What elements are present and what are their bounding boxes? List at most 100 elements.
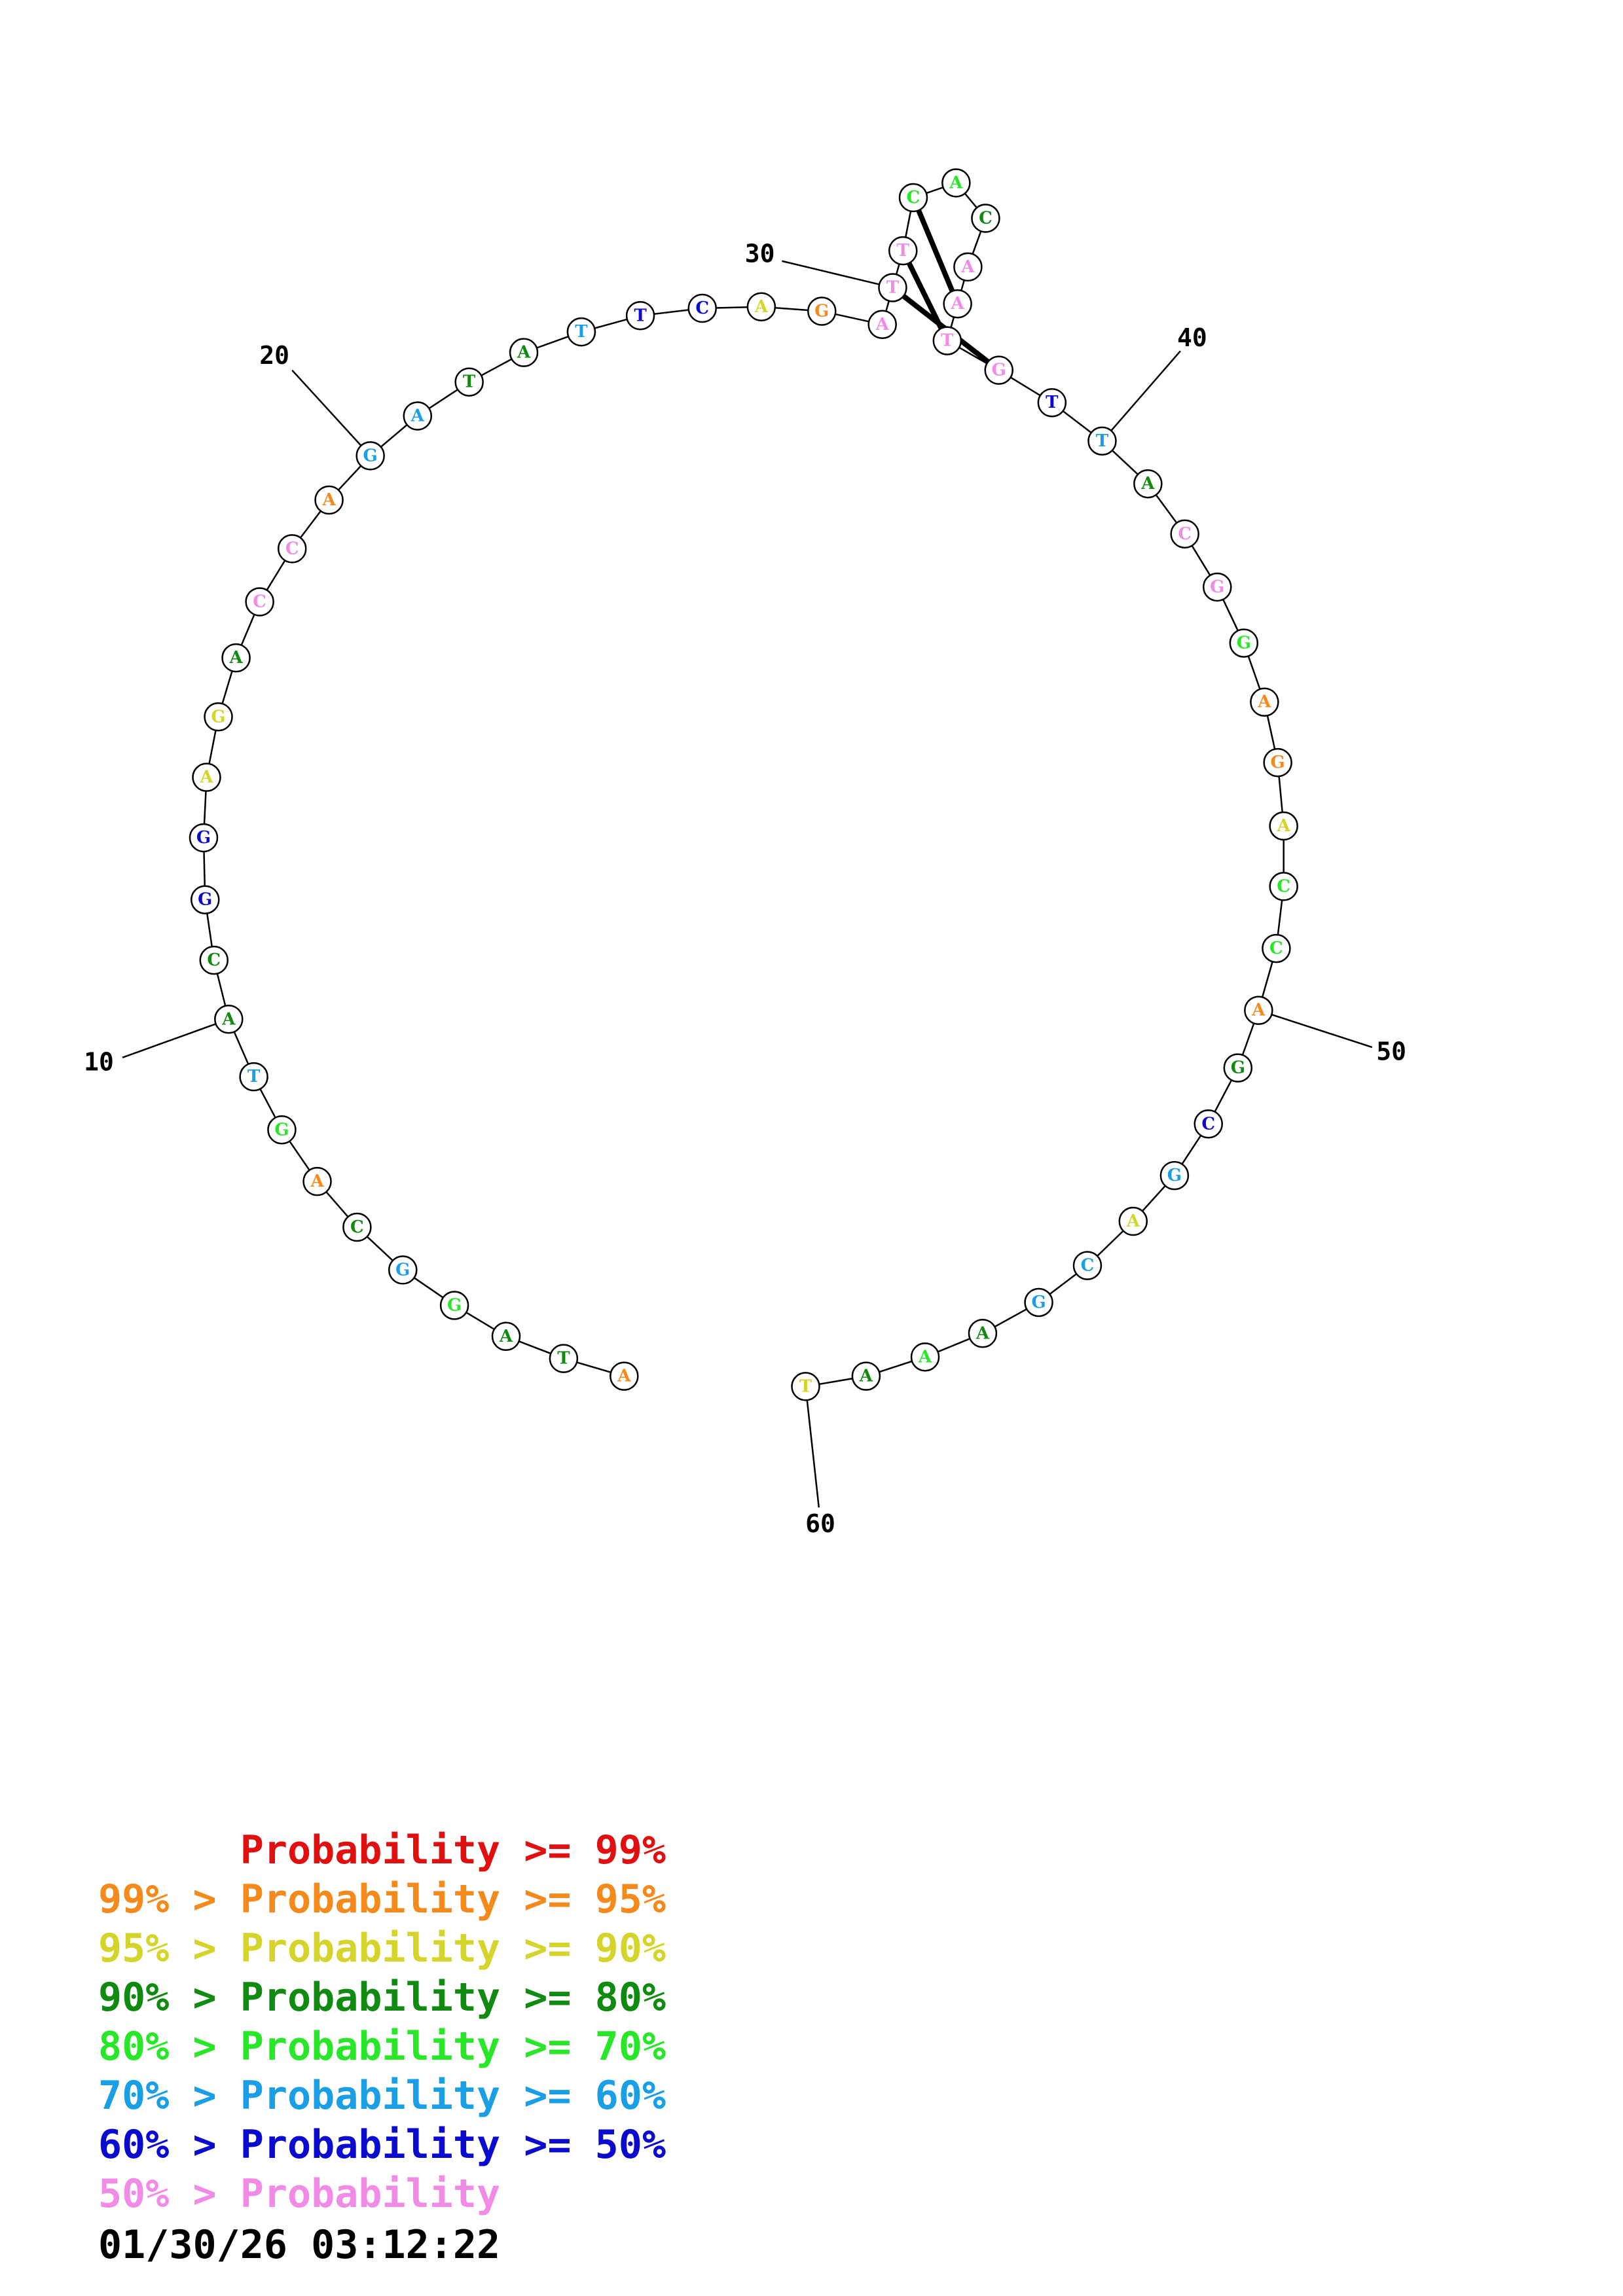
nucleotide-circle (953, 252, 983, 282)
nucleotide-letter: C (979, 209, 993, 228)
nucleotide-circle (267, 1115, 297, 1145)
nucleotide: A (1133, 469, 1163, 499)
nucleotide: C (1170, 519, 1199, 549)
nucleotide-letter: G (211, 707, 225, 726)
nucleotide-circle (898, 183, 928, 213)
nucleotide: G (191, 885, 220, 914)
nucleotide-circle (1194, 1109, 1223, 1139)
nucleotide: A (491, 1321, 521, 1352)
nucleotide: A (509, 338, 539, 367)
nucleotide-circle (1133, 469, 1163, 499)
nucleotide: G (1024, 1287, 1053, 1318)
nucleotide-letter: T (247, 1067, 261, 1086)
nucleotide: G (1263, 747, 1292, 778)
nucleotide: C (687, 293, 717, 323)
nucleotide: C (1269, 872, 1298, 901)
nucleotide: A (941, 168, 971, 198)
nucleotide: C (199, 945, 229, 975)
nucleotide-letter: T (897, 241, 910, 260)
legend-text: Probability >= 90% (240, 1926, 666, 1971)
nucleotide-circle (943, 289, 972, 319)
nucleotide-circle (388, 1255, 418, 1285)
nucleotide-letter: G (992, 361, 1006, 380)
nucleotide-circle (1223, 1053, 1253, 1083)
nucleotide: C (342, 1212, 372, 1242)
legend-row: 90% > Probability >= 80% (98, 1973, 666, 2022)
nucleotide-circle (356, 441, 385, 471)
nucleotide-circle (277, 534, 307, 564)
legend-prefix: 95% > (98, 1926, 240, 1971)
nucleotide-letter: T (941, 331, 954, 351)
nucleotide: G (1203, 572, 1232, 602)
nucleotide-circle (910, 1342, 940, 1372)
nucleotide-letter: T (886, 278, 900, 297)
nucleotide-letter: A (221, 1009, 236, 1029)
nucleotide-circle (968, 1319, 998, 1348)
nucleotide-circle (932, 326, 962, 355)
nucleotide-circle (1262, 933, 1291, 963)
nucleotide-letter: C (253, 592, 266, 611)
nucleotide-circle (439, 1291, 469, 1320)
nucleotide-letter: C (207, 950, 221, 970)
legend-row: 99% > Probability >= 95% (98, 1875, 666, 1924)
nucleotide: G (439, 1291, 469, 1320)
nucleotide: A (1118, 1206, 1148, 1236)
nucleotide-circle (549, 1344, 579, 1373)
nucleotide-circle (1159, 1160, 1190, 1191)
nucleotide: G (984, 355, 1013, 385)
nucleotide-letter: G (363, 446, 378, 465)
nucleotide-letter: A (517, 343, 531, 363)
nucleotide: G (807, 296, 837, 326)
nucleotide: A (221, 643, 251, 673)
nucleotide-letter: C (1277, 876, 1290, 896)
nucleotide-letter: T (463, 372, 476, 392)
nucleotide-letter: A (310, 1172, 324, 1191)
nucleotide: T (791, 1372, 820, 1401)
base-pair-line (911, 196, 960, 305)
nucleotide-letter: A (960, 257, 975, 277)
nucleotide-letter: T (1046, 393, 1059, 412)
nucleotide: A (192, 762, 221, 792)
nucleotide-letter: A (949, 173, 963, 192)
nucleotide: T (239, 1062, 268, 1092)
nucleotide: T (549, 1344, 579, 1373)
nucleotide-circle (687, 293, 717, 323)
nucleotide-letter: A (875, 315, 890, 334)
nucleotide-circle (791, 1372, 820, 1401)
legend-row: 60% > Probability >= 50% (98, 2121, 666, 2170)
nucleotide-letter: T (634, 306, 647, 325)
nucleotide-circle (1203, 572, 1232, 602)
nucleotide-circle (1170, 519, 1199, 549)
nucleotide-circle (1244, 996, 1273, 1025)
nucleotide: A (610, 1361, 639, 1391)
nucleotide-letter: A (499, 1327, 513, 1346)
nucleotide: T (888, 236, 918, 266)
nucleotide-letter: G (395, 1260, 410, 1280)
nucleotide-circle (1269, 872, 1298, 901)
nucleotide-circle (625, 301, 655, 331)
nucleotide-letter: A (859, 1367, 873, 1386)
position-ticks: 10 20 30 40 50 60 (84, 239, 1406, 1537)
nucleotide-letter: T (1096, 431, 1109, 451)
nucleotide-letter: A (199, 768, 213, 787)
nucleotide-circle (491, 1321, 521, 1352)
nucleotide-circle (191, 885, 220, 914)
nucleotide-circle (807, 296, 837, 326)
nucleotide: C (1072, 1251, 1103, 1280)
legend-prefix: 80% > (98, 2024, 240, 2070)
nucleotide: A (867, 310, 897, 340)
nucleotide-letter: A (321, 490, 336, 510)
nucleotide-letter: C (1178, 524, 1192, 544)
nucleotide-letter: G (196, 828, 211, 848)
nucleotide-letter: A (754, 297, 769, 317)
nucleotide: C (277, 534, 307, 564)
nucleotide-circle (1250, 687, 1279, 717)
nucleotide-circle (984, 355, 1013, 385)
legend-row: Probability >= 99% (98, 1826, 666, 1875)
nucleotide-circle (403, 401, 433, 431)
nucleotide-letter: A (1251, 1001, 1266, 1020)
nucleotide: C (245, 587, 274, 617)
nucleotide-letter: A (1257, 692, 1271, 712)
backbone-lines (202, 182, 1285, 1388)
nucleotide: A (302, 1166, 332, 1196)
